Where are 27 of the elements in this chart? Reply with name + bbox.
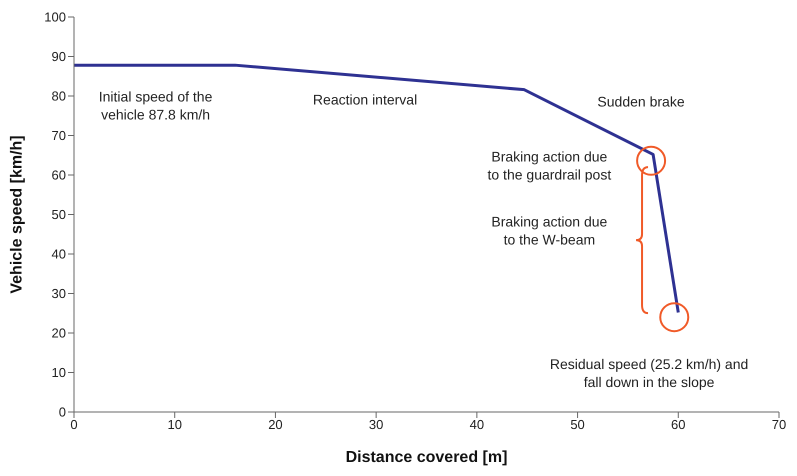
y-tick-label: 60 [52, 168, 66, 183]
y-tick-label: 100 [44, 10, 66, 25]
annotation: Braking action due to the W-beam [491, 213, 608, 248]
x-tick-label: 20 [268, 417, 283, 432]
annotation: Residual speed (25.2 km/h) and fall down in the slope [550, 356, 748, 390]
y-axis-title: Vehicle speed [km/h] [8, 135, 26, 294]
x-tick-label: 40 [470, 417, 484, 432]
annotation: Reaction interval [312, 91, 418, 108]
y-tick-label: 20 [52, 326, 66, 341]
y-tick-label: 80 [52, 88, 66, 104]
x-tick-label: 60 [671, 417, 686, 432]
x-tick-label: 70 [772, 417, 786, 432]
y-tick-label: 10 [52, 365, 66, 380]
y-tick-label: 70 [52, 128, 66, 144]
annotation: Sudden brake [597, 93, 685, 110]
y-tick-label: 30 [52, 286, 66, 302]
x-tick-label: 50 [570, 417, 585, 432]
x-axis-title: Distance covered [m] [346, 449, 508, 466]
annotation: Initial speed of the vehicle 87.8 km/h [98, 88, 213, 122]
annotation: Braking action due to the guardrail post [487, 148, 612, 182]
x-tick-label: 30 [368, 417, 384, 432]
x-tick-label: 0 [70, 417, 78, 432]
y-tick-label: 90 [52, 49, 66, 64]
x-tick-label: 10 [167, 417, 182, 432]
y-tick-label: 0 [58, 404, 66, 420]
y-tick-label: 40 [52, 246, 66, 262]
y-tick-label: 50 [52, 207, 66, 222]
